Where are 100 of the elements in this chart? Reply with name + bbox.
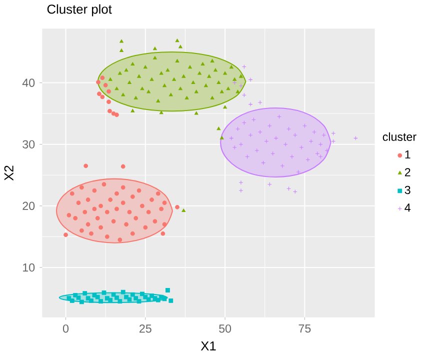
point — [194, 112, 198, 115]
point — [214, 68, 218, 72]
point — [182, 208, 186, 212]
point — [162, 222, 167, 227]
y-tick-label: 10 — [23, 264, 35, 272]
point — [82, 291, 88, 296]
point — [238, 188, 244, 193]
legend-label: 2 — [404, 168, 410, 176]
point — [146, 90, 151, 94]
point — [150, 198, 154, 202]
point — [111, 219, 116, 224]
point — [318, 142, 323, 147]
point — [95, 294, 100, 300]
point — [146, 210, 151, 214]
point — [232, 78, 237, 82]
chart-title: Cluster plot — [47, 4, 112, 16]
point — [73, 293, 78, 298]
point — [120, 48, 124, 52]
point — [242, 93, 246, 98]
point — [264, 139, 269, 144]
point — [118, 71, 122, 75]
point — [318, 154, 323, 159]
point — [120, 185, 126, 190]
point — [80, 300, 84, 304]
point — [134, 296, 138, 301]
point — [86, 296, 90, 301]
point — [175, 205, 180, 210]
point — [120, 39, 124, 43]
x-axis-title: X1 — [200, 342, 216, 351]
point — [258, 130, 262, 134]
point — [104, 234, 110, 240]
point — [216, 80, 221, 84]
legend-label: 3 — [404, 186, 410, 194]
point — [232, 145, 237, 150]
point — [290, 154, 294, 159]
point — [108, 298, 113, 302]
point — [114, 86, 119, 90]
point — [267, 124, 272, 128]
point — [130, 194, 135, 200]
point — [153, 46, 157, 50]
point — [120, 290, 126, 294]
point — [159, 71, 164, 75]
point — [182, 74, 186, 78]
point — [76, 200, 81, 206]
point — [128, 80, 132, 84]
point — [258, 100, 262, 105]
point — [73, 216, 78, 221]
point — [267, 182, 272, 187]
point — [162, 296, 167, 302]
point — [168, 93, 173, 96]
point — [172, 78, 176, 82]
point — [283, 142, 288, 147]
point — [150, 78, 154, 82]
point — [162, 200, 167, 206]
point — [98, 204, 103, 208]
point — [188, 65, 192, 69]
point — [120, 200, 126, 206]
point — [97, 92, 102, 96]
point — [238, 84, 244, 88]
point — [127, 297, 132, 302]
point — [76, 296, 81, 300]
point — [108, 198, 113, 202]
point — [70, 192, 74, 196]
point — [194, 90, 198, 94]
point — [100, 94, 105, 100]
y-axis-title: X2 — [4, 166, 14, 181]
point — [82, 210, 88, 214]
point — [80, 228, 84, 233]
point — [198, 71, 202, 75]
point — [89, 232, 94, 236]
point — [153, 56, 157, 60]
point — [159, 206, 164, 212]
legend-label: 1 — [405, 150, 410, 159]
point — [175, 38, 180, 42]
point — [143, 294, 148, 300]
point — [64, 232, 68, 238]
point — [191, 80, 196, 84]
point — [106, 89, 111, 94]
point — [152, 219, 158, 224]
point — [140, 86, 144, 90]
point — [296, 170, 301, 174]
legend-title: cluster — [382, 132, 416, 142]
point — [210, 96, 214, 100]
point — [98, 299, 103, 304]
x-tick-label: 75 — [298, 324, 311, 333]
point — [134, 96, 138, 100]
point — [223, 105, 227, 109]
point — [84, 164, 88, 168]
point — [184, 96, 189, 100]
point — [220, 90, 224, 94]
point — [286, 126, 291, 132]
point — [95, 216, 100, 221]
y-tick-label: 30 — [22, 140, 35, 149]
point — [166, 68, 170, 72]
x-tick-label: 50 — [219, 324, 232, 333]
point — [102, 290, 106, 296]
point — [104, 210, 110, 214]
point — [200, 62, 205, 66]
point — [130, 109, 135, 112]
point — [136, 299, 142, 304]
